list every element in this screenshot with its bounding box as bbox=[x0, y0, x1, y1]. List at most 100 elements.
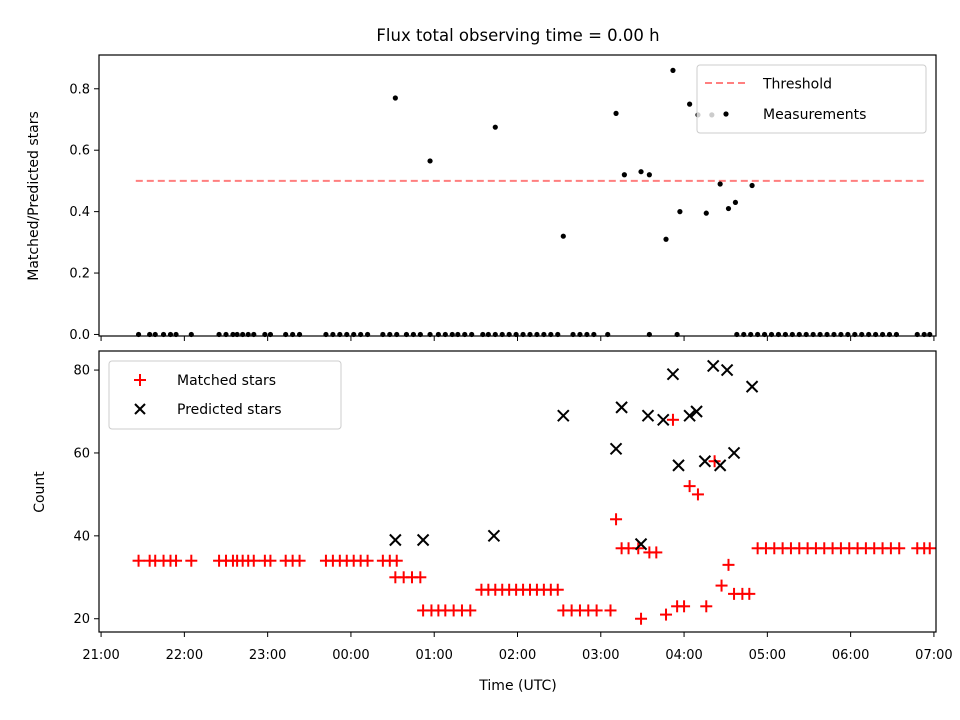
count-y-ticks: 20 40 60 80 bbox=[73, 364, 99, 627]
count-plot-area bbox=[132, 359, 936, 625]
x-tick-label: 06:00 bbox=[832, 648, 869, 663]
ratio-y-ticks: 0.0 0.2 0.4 0.6 0.8 bbox=[69, 82, 99, 343]
matched-star-marker bbox=[464, 604, 477, 617]
legend-matched-swatch bbox=[134, 374, 146, 386]
predicted-star-marker bbox=[683, 409, 696, 422]
matched-star-marker bbox=[722, 558, 735, 571]
matched-star-marker bbox=[361, 554, 374, 567]
count-legend-box bbox=[108, 360, 342, 430]
x-tick-label: 05:00 bbox=[749, 648, 786, 663]
ratio-y-axis-label: Matched/Predicted stars bbox=[26, 111, 42, 281]
x-tick-label: 04:00 bbox=[665, 648, 702, 663]
count-y-tick-label: 80 bbox=[73, 364, 90, 379]
x-tick-label: 23:00 bbox=[249, 648, 286, 663]
ratio-x-ticks bbox=[100, 336, 935, 341]
ratio-y-tick-label: 0.8 bbox=[69, 82, 90, 97]
count-panel: 20 40 60 80 21:00 22:00 23:00 00:00 01:00 02:00 0… bbox=[32, 350, 953, 694]
predicted-star-marker bbox=[634, 537, 648, 551]
ratio-panel: 0.00.20.40.60.8 Matched/Predicted stars … bbox=[26, 54, 937, 343]
predicted-star-marker bbox=[557, 409, 570, 422]
ratio-y-tick-label: 0.6 bbox=[69, 144, 90, 159]
matched-star-marker bbox=[293, 554, 306, 567]
predicted-star-marker bbox=[615, 401, 628, 414]
predicted-star-marker bbox=[707, 359, 720, 373]
predicted-star-marker bbox=[727, 446, 741, 460]
matched-star-marker bbox=[604, 604, 617, 617]
matched-star-marker bbox=[610, 513, 623, 526]
matched-star-marker bbox=[185, 554, 198, 567]
predicted-star-marker bbox=[690, 405, 703, 418]
matched-star-marker bbox=[660, 608, 673, 621]
measurement-point bbox=[732, 199, 739, 206]
ratio-y-tick-label: 0.0 bbox=[69, 328, 90, 343]
legend-predicted-swatch bbox=[134, 403, 146, 415]
matched-star-marker bbox=[635, 612, 648, 625]
count-legend: Matched stars Predicted stars bbox=[108, 360, 342, 430]
ratio-legend-box bbox=[696, 64, 927, 134]
matched-star-marker bbox=[923, 542, 936, 555]
predicted-star-marker bbox=[641, 409, 655, 422]
measurement-point bbox=[677, 209, 683, 215]
matched-star-marker bbox=[691, 488, 704, 501]
measurement-point bbox=[621, 172, 627, 178]
legend-measurements-swatch bbox=[723, 111, 729, 117]
predicted-star-marker bbox=[666, 368, 680, 381]
legend-measurements-label: Measurements bbox=[763, 107, 866, 123]
predicted-star-marker bbox=[745, 380, 759, 393]
x-tick-label: 01:00 bbox=[415, 648, 452, 663]
legend-threshold-label: Threshold bbox=[762, 77, 832, 93]
count-y-axis-label: Count bbox=[32, 471, 48, 513]
predicted-star-marker bbox=[720, 363, 734, 377]
count-y-tick-label: 20 bbox=[73, 612, 90, 627]
matched-star-marker bbox=[170, 554, 183, 567]
matched-star-marker bbox=[414, 571, 427, 584]
count-y-tick-label: 40 bbox=[73, 529, 90, 544]
matched-star-marker bbox=[650, 546, 663, 559]
matched-star-marker bbox=[743, 587, 756, 600]
measurement-point bbox=[717, 181, 723, 187]
legend-predicted-label: Predicted stars bbox=[177, 402, 282, 418]
x-tick-label: 02:00 bbox=[499, 648, 536, 663]
measurement-point bbox=[670, 67, 676, 73]
measurement-point bbox=[638, 169, 644, 175]
matched-star-marker bbox=[132, 554, 145, 567]
x-tick-label: 07:00 bbox=[915, 648, 952, 663]
count-y-tick-label: 60 bbox=[73, 446, 90, 461]
measurement-point bbox=[492, 124, 498, 130]
matched-star-marker bbox=[893, 542, 906, 555]
predicted-star-marker bbox=[713, 459, 727, 472]
count-x-ticks: 21:00 22:00 23:00 00:00 01:00 02:00 03:00 04:00… bbox=[82, 632, 953, 663]
ratio-legend: Threshold Measurements bbox=[696, 64, 927, 134]
predicted-star-marker bbox=[672, 459, 685, 472]
measurement-point bbox=[560, 233, 566, 239]
measurement-point bbox=[687, 101, 693, 107]
measurement-point bbox=[646, 172, 652, 178]
matched-star-marker bbox=[551, 583, 564, 596]
x-tick-label: 22:00 bbox=[166, 648, 203, 663]
matched-star-marker bbox=[683, 480, 696, 493]
predicted-star-marker bbox=[389, 533, 402, 547]
matched-star-marker bbox=[247, 554, 260, 567]
matched-star-marker bbox=[264, 554, 277, 567]
predicted-star-marker bbox=[416, 533, 430, 547]
ratio-y-tick-label: 0.4 bbox=[69, 205, 90, 220]
measurement-point bbox=[663, 236, 669, 242]
matched-star-marker bbox=[700, 600, 713, 613]
x-tick-label: 00:00 bbox=[332, 648, 369, 663]
chart-title: Flux total observing time = 0.00 h bbox=[376, 26, 659, 45]
measurement-point bbox=[749, 182, 755, 189]
matched-star-marker bbox=[590, 604, 603, 617]
x-axis-label: Time (UTC) bbox=[478, 678, 556, 694]
predicted-star-marker bbox=[487, 529, 501, 543]
ratio-y-tick-label: 0.2 bbox=[69, 267, 90, 282]
legend-matched-label: Matched stars bbox=[177, 373, 276, 389]
measurement-point bbox=[392, 95, 398, 101]
predicted-star-marker bbox=[609, 442, 623, 456]
x-tick-label: 21:00 bbox=[82, 648, 119, 663]
measurement-point bbox=[427, 158, 433, 164]
predicted-star-marker bbox=[698, 455, 712, 468]
matched-star-marker bbox=[678, 600, 691, 613]
measurement-point bbox=[725, 205, 732, 212]
predicted-star-marker bbox=[657, 413, 670, 427]
